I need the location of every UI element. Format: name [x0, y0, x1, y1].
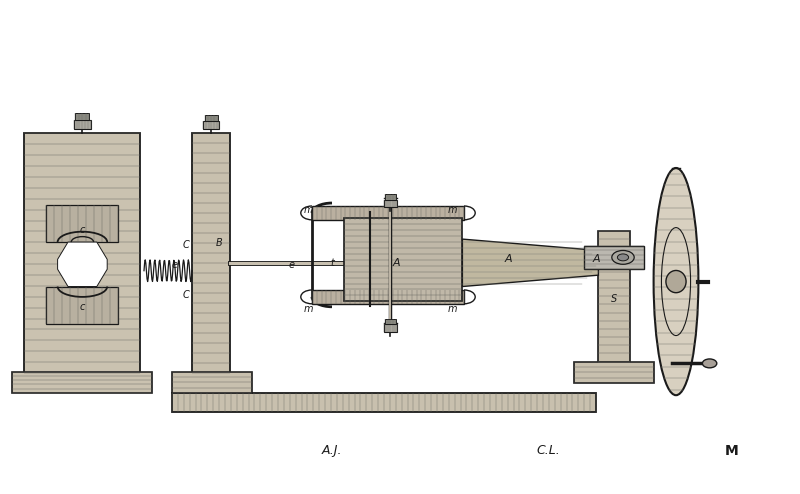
- Text: C.L.: C.L.: [536, 444, 560, 457]
- Bar: [312, 290, 464, 304]
- Bar: [598, 231, 630, 362]
- Text: e: e: [171, 260, 178, 270]
- Bar: [75, 113, 90, 120]
- Polygon shape: [462, 239, 598, 287]
- Bar: [574, 362, 654, 383]
- Text: m: m: [447, 304, 457, 314]
- Ellipse shape: [654, 168, 698, 395]
- Text: A: A: [392, 258, 400, 268]
- Text: C: C: [183, 290, 190, 300]
- Bar: [584, 246, 644, 269]
- Text: C: C: [183, 240, 190, 249]
- Bar: [74, 120, 91, 129]
- Bar: [205, 115, 218, 121]
- Bar: [172, 393, 596, 412]
- Bar: [46, 205, 118, 242]
- Text: B: B: [216, 238, 222, 248]
- Bar: [344, 218, 462, 301]
- Text: A.J.: A.J.: [322, 444, 342, 457]
- Text: m: m: [303, 304, 313, 314]
- Text: m: m: [447, 205, 457, 215]
- Ellipse shape: [666, 271, 686, 292]
- Bar: [312, 206, 464, 220]
- Bar: [203, 121, 219, 129]
- Polygon shape: [58, 242, 107, 287]
- Bar: [172, 372, 252, 393]
- Circle shape: [702, 359, 717, 368]
- Bar: [192, 133, 230, 373]
- Bar: [384, 324, 397, 332]
- Circle shape: [612, 250, 634, 264]
- Text: e: e: [289, 260, 295, 270]
- Bar: [384, 200, 397, 207]
- Text: A: A: [504, 254, 512, 264]
- Text: c: c: [80, 225, 85, 235]
- Bar: [386, 319, 395, 324]
- Text: c: c: [80, 302, 85, 312]
- Circle shape: [618, 254, 629, 261]
- Text: M: M: [725, 444, 739, 457]
- Bar: [12, 372, 152, 393]
- Text: A: A: [592, 254, 600, 264]
- Text: S: S: [611, 294, 618, 304]
- Bar: [24, 133, 140, 373]
- Text: m: m: [303, 205, 313, 215]
- Text: t: t: [330, 258, 334, 268]
- Bar: [386, 194, 395, 200]
- Bar: [46, 287, 118, 324]
